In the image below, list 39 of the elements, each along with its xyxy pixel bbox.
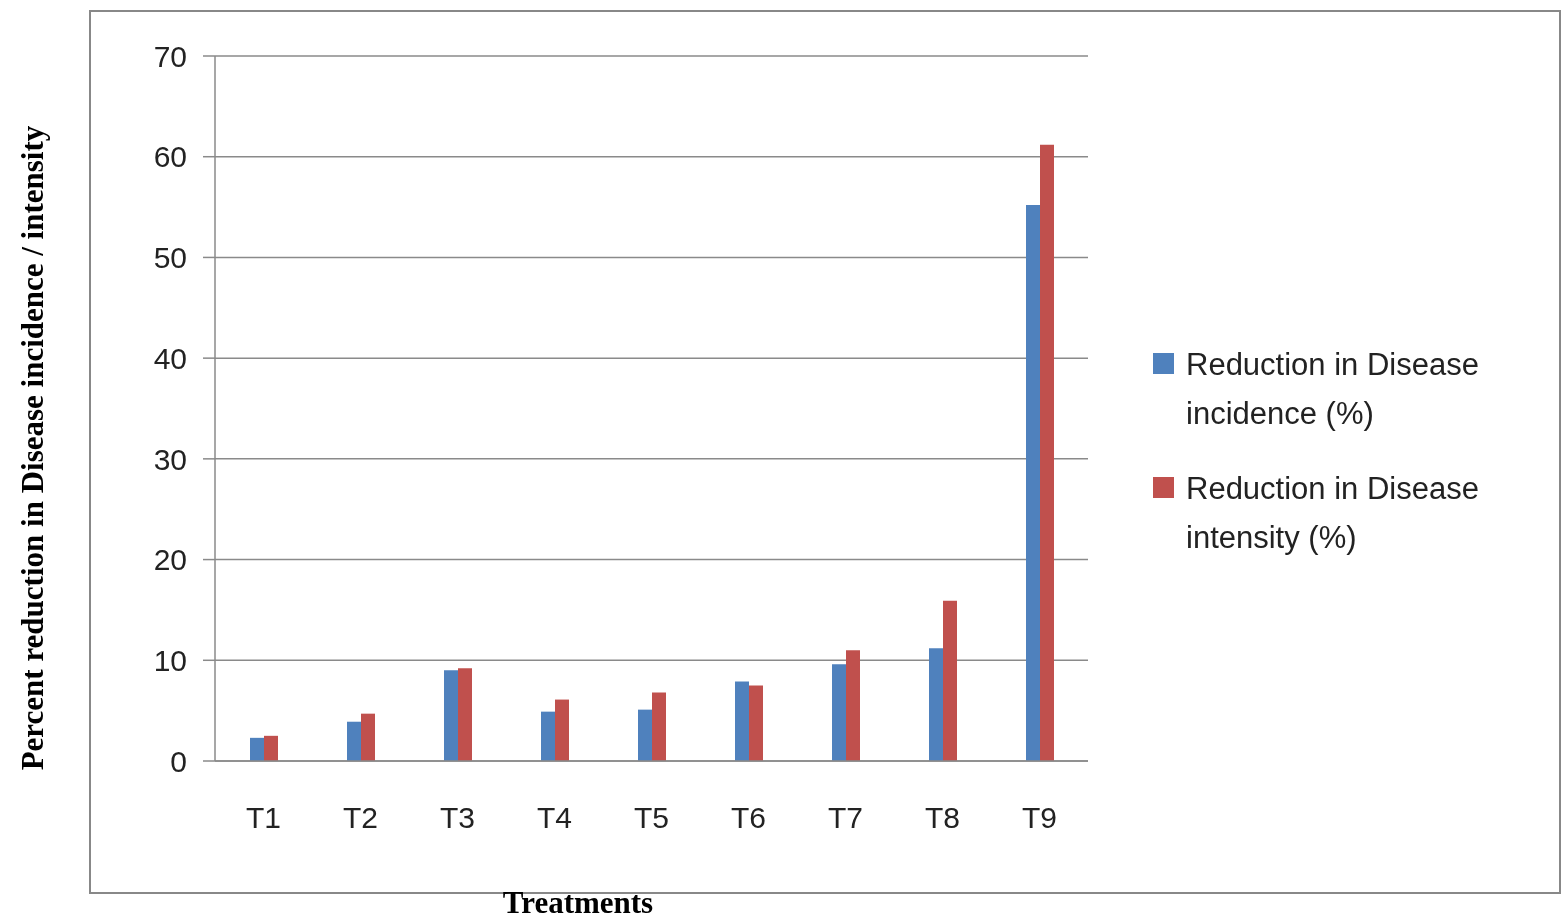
y-tick-label: 20: [153, 543, 187, 577]
y-tick-label: 60: [153, 140, 187, 174]
x-axis-title: Treatments: [501, 885, 655, 921]
bar: [638, 709, 652, 761]
bar: [735, 681, 749, 761]
legend-label: Reduction in Disease incidence (%): [1186, 346, 1480, 433]
bar: [652, 692, 666, 761]
x-tick-label: T5: [633, 801, 670, 835]
x-tick-label: T1: [245, 801, 282, 835]
y-tick-label: 10: [153, 643, 187, 677]
x-tick-label: T3: [439, 801, 476, 835]
bar: [832, 664, 846, 761]
bar: [361, 713, 375, 761]
bar: [1026, 205, 1040, 761]
bar: [347, 721, 361, 761]
bar: [444, 670, 458, 761]
legend-label: Reduction in Disease intensity (%): [1186, 470, 1480, 557]
x-tick-label: T2: [342, 801, 379, 835]
bar: [264, 735, 278, 761]
x-tick-label: T8: [924, 801, 961, 835]
bar: [541, 711, 555, 761]
bar: [555, 699, 569, 761]
y-tick-label: 50: [153, 241, 187, 275]
bar: [250, 737, 264, 761]
y-tick-label: 30: [153, 442, 187, 476]
x-tick-label: T4: [536, 801, 573, 835]
x-tick-label: T7: [827, 801, 864, 835]
bar: [1040, 144, 1054, 761]
bar: [458, 668, 472, 761]
bar: [929, 648, 943, 761]
y-tick-label: 40: [153, 341, 187, 375]
bar: [846, 650, 860, 761]
x-tick-label: T6: [730, 801, 767, 835]
bar: [749, 685, 763, 761]
y-axis-title: Percent reduction in Disease incidence / intensity: [15, 124, 51, 773]
x-tick-label: T9: [1021, 801, 1058, 835]
y-tick-label: 70: [153, 39, 187, 73]
bar: [943, 600, 957, 761]
y-tick-label: 0: [170, 744, 187, 778]
